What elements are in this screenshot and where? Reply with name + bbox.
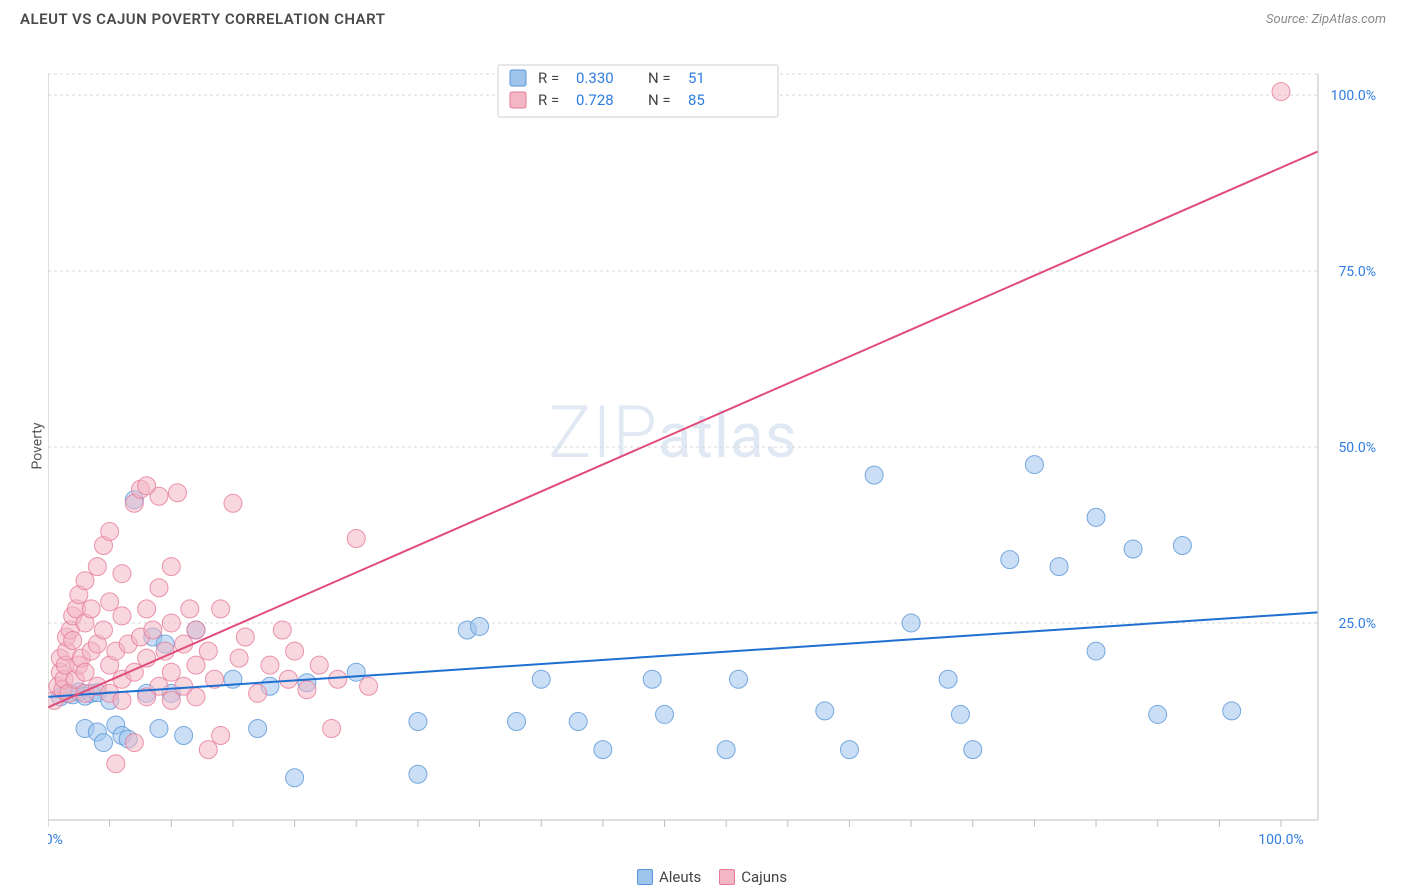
legend-swatch-cajuns <box>719 869 735 885</box>
y-axis-label: Poverty <box>30 422 46 469</box>
svg-text:N =: N = <box>648 69 671 87</box>
svg-text:50.0%: 50.0% <box>1338 440 1376 456</box>
svg-text:N =: N = <box>648 91 671 109</box>
svg-text:51: 51 <box>688 69 705 87</box>
chart-title: ALEUT VS CAJUN POVERTY CORRELATION CHART <box>20 10 385 28</box>
legend-label-aleuts: Aleuts <box>659 868 701 886</box>
svg-text:100.0%: 100.0% <box>1331 88 1376 104</box>
svg-text:0.0%: 0.0% <box>48 832 63 848</box>
legend-label-cajuns: Cajuns <box>741 868 787 886</box>
chart-area: 25.0% 50.0% 75.0% 100.0% ZIPatlas 0.0% 100.0% R… <box>48 50 1378 850</box>
scatter-plot: 25.0% 50.0% 75.0% 100.0% ZIPatlas 0.0% 100.0% R… <box>48 50 1378 850</box>
svg-text:85: 85 <box>688 91 705 109</box>
series-legend: Aleuts Cajuns <box>0 868 1406 886</box>
svg-text:25.0%: 25.0% <box>1338 616 1376 632</box>
legend-swatch-aleuts <box>637 869 653 885</box>
svg-text:0.728: 0.728 <box>576 91 614 109</box>
svg-text:0.330: 0.330 <box>576 69 614 87</box>
svg-text:R =: R = <box>538 91 559 109</box>
source-credit: Source: ZipAtlas.com <box>1266 12 1386 27</box>
svg-text:R =: R = <box>538 69 559 87</box>
svg-text:100.0%: 100.0% <box>1258 832 1303 848</box>
svg-text:75.0%: 75.0% <box>1338 264 1376 280</box>
svg-text:ZIPatlas: ZIPatlas <box>548 390 797 475</box>
